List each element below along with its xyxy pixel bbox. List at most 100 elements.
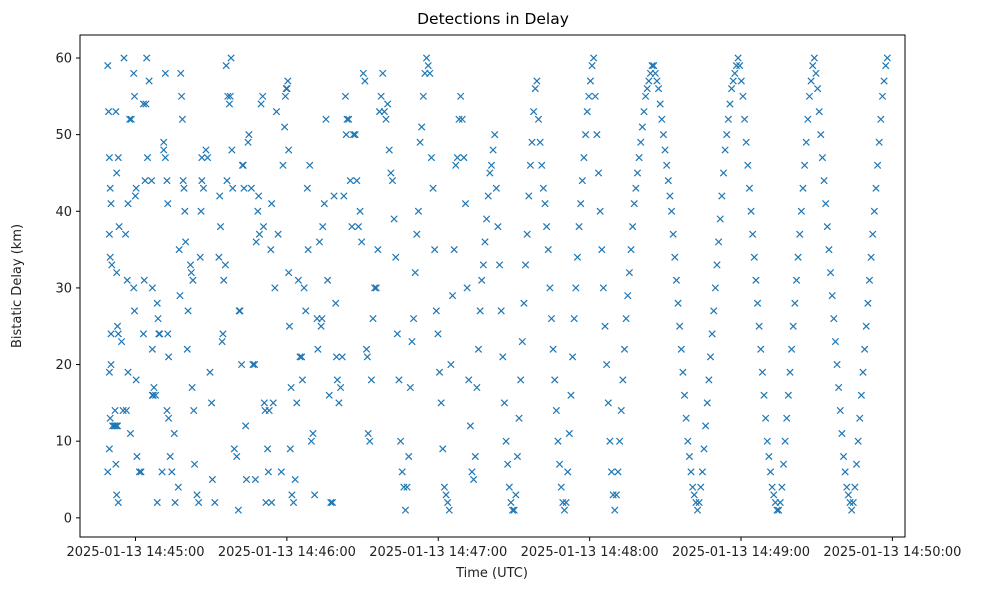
data-point (872, 184, 880, 192)
data-point (215, 253, 223, 261)
data-point (251, 475, 260, 484)
data-point (176, 291, 184, 300)
data-point (315, 238, 324, 246)
data-point (422, 54, 431, 62)
data-point (149, 391, 157, 399)
data-point (419, 92, 427, 100)
data-point (862, 322, 870, 330)
data-point (773, 506, 781, 514)
data-point (714, 238, 723, 246)
data-point (286, 445, 294, 453)
data-point (154, 314, 162, 323)
data-point (218, 337, 226, 346)
data-point (484, 192, 492, 200)
data-point (525, 192, 533, 200)
data-point (130, 92, 139, 100)
data-point (822, 199, 830, 208)
y-axis: 0 10 20 30 40 50 60 (55, 51, 80, 526)
data-point (804, 115, 812, 123)
data-point (358, 238, 366, 246)
data-point (400, 483, 408, 491)
data-point (813, 85, 822, 93)
data-point (190, 460, 199, 468)
data-point (471, 452, 479, 461)
data-point (260, 399, 268, 407)
data-point (160, 138, 168, 146)
data-point (414, 207, 423, 215)
data-point (710, 307, 718, 315)
data-point (287, 383, 295, 392)
data-point (680, 391, 689, 399)
data-point (309, 429, 317, 438)
data-point (856, 414, 864, 422)
data-point (164, 414, 173, 422)
data-point (727, 85, 736, 93)
data-point (458, 115, 466, 123)
x-axis: 2025-01-13 14:45:00 2025-01-13 14:46:00 20… (66, 537, 961, 560)
data-point (166, 452, 174, 461)
x-tick-label: 2025-01-13 14:46:00 (218, 545, 356, 560)
data-point (106, 184, 114, 192)
data-point (111, 422, 119, 430)
data-point (739, 92, 747, 100)
data-point (562, 498, 570, 507)
data-point (624, 291, 632, 300)
data-point (825, 245, 833, 254)
data-point (137, 468, 145, 476)
data-point (314, 345, 322, 353)
data-point (293, 399, 301, 407)
data-point (439, 445, 447, 453)
data-point (427, 154, 436, 162)
data-point (867, 253, 875, 261)
data-point (567, 391, 575, 399)
data-point (298, 376, 307, 384)
data-point (818, 154, 827, 162)
data-point (857, 391, 866, 399)
data-point (616, 437, 624, 445)
data-point (679, 368, 687, 376)
data-point (181, 207, 189, 215)
data-point (322, 115, 330, 123)
data-point (551, 376, 559, 384)
points-layer (104, 54, 891, 514)
data-point (435, 368, 444, 376)
data-point (492, 184, 500, 192)
data-point (620, 345, 629, 353)
data-point (304, 245, 312, 254)
data-point (625, 268, 633, 277)
data-point (716, 215, 724, 223)
data-point (609, 491, 617, 499)
data-point (450, 245, 458, 254)
data-point (115, 222, 123, 231)
data-point (474, 345, 483, 353)
data-point (188, 383, 196, 392)
data-point (418, 123, 426, 131)
data-point (794, 253, 802, 261)
data-point (281, 92, 290, 100)
data-point (343, 115, 351, 123)
data-point (130, 69, 138, 77)
data-point (705, 376, 713, 384)
data-point (392, 253, 400, 261)
data-point (385, 146, 393, 154)
data-point (740, 115, 749, 123)
data-point (348, 222, 356, 231)
data-point (689, 483, 697, 491)
data-point (559, 498, 567, 507)
data-point (107, 330, 115, 338)
data-point (546, 284, 554, 292)
x-tick-label: 2025-01-13 14:47:00 (369, 545, 507, 560)
data-point (724, 115, 732, 123)
data-point (280, 123, 289, 131)
data-point (122, 406, 131, 415)
data-point (601, 322, 609, 330)
data-point (502, 437, 510, 445)
x-tick-label: 2025-01-13 14:48:00 (521, 545, 659, 560)
data-point (841, 468, 849, 476)
data-point (327, 498, 335, 507)
data-point (711, 284, 719, 292)
data-point (336, 383, 345, 392)
data-point (177, 69, 185, 77)
data-point (473, 383, 481, 392)
data-point (267, 245, 275, 254)
